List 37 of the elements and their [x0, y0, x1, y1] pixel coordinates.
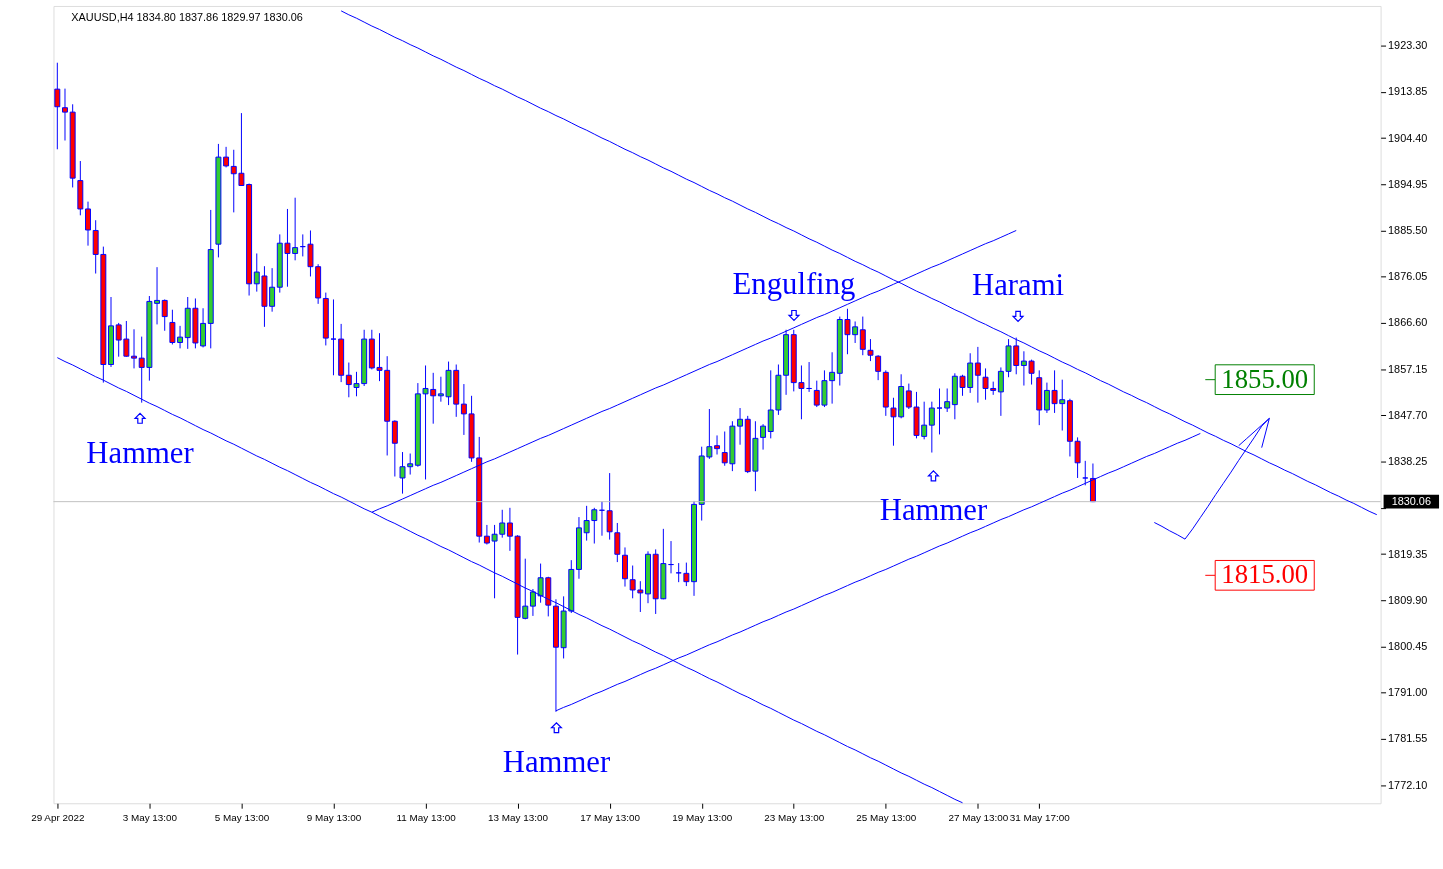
y-tick-label: 1885.50 [1388, 223, 1428, 236]
x-tick-label: 29 Apr 2022 [31, 811, 85, 823]
annotation: Hammer [86, 435, 194, 470]
y-tick-label: 1913.85 [1388, 85, 1428, 98]
y-tick-label: 1800.45 [1388, 639, 1428, 652]
x-tick-label: 23 May 13:00 [764, 811, 825, 823]
x-tick-label: 9 May 13:00 [306, 811, 362, 823]
ref-line-label: 1855.00 [1221, 363, 1309, 394]
x-tick-label: 5 May 13:00 [214, 811, 270, 823]
chart-title: XAUUSD,H4 1834.80 1837.86 1829.97 1830.06 [71, 10, 303, 23]
x-tick-label: 19 May 13:00 [672, 811, 733, 823]
y-tick-label: 1781.55 [1388, 732, 1428, 745]
y-tick-label: 1819.35 [1388, 547, 1428, 560]
y-tick-label: 1904.40 [1388, 131, 1428, 144]
y-tick-label: 1876.05 [1388, 270, 1428, 283]
x-tick-label: 27 May 13:00 [948, 811, 1009, 823]
annotation: Hammer [879, 493, 988, 528]
y-tick-label: 1772.10 [1388, 778, 1428, 791]
x-tick-label: 13 May 13:00 [488, 811, 549, 823]
y-tick-label: 1809.90 [1388, 593, 1428, 606]
y-tick-label: 1847.70 [1388, 408, 1428, 421]
x-tick-label: 3 May 13:00 [122, 811, 178, 823]
ref-line-label: 1830.06 [1391, 494, 1431, 507]
ref-line-label: 1815.00 [1221, 559, 1309, 590]
y-tick-label: 1838.25 [1388, 455, 1428, 468]
annotation: Hammer [502, 745, 611, 780]
y-tick-label: 1923.30 [1388, 39, 1428, 52]
x-tick-label: 31 May 17:00 [1009, 811, 1071, 823]
x-tick-label: 17 May 13:00 [580, 811, 641, 823]
y-tick-label: 1857.15 [1388, 362, 1428, 375]
y-tick-label: 1894.95 [1388, 177, 1428, 190]
y-tick-label: 1791.00 [1388, 686, 1428, 699]
x-tick-label: 11 May 13:00 [396, 811, 457, 823]
annotation: Engulfing [732, 266, 856, 301]
y-tick-label: 1866.60 [1388, 316, 1428, 329]
x-tick-label: 25 May 13:00 [856, 811, 917, 823]
annotation: Harami [972, 267, 1065, 302]
